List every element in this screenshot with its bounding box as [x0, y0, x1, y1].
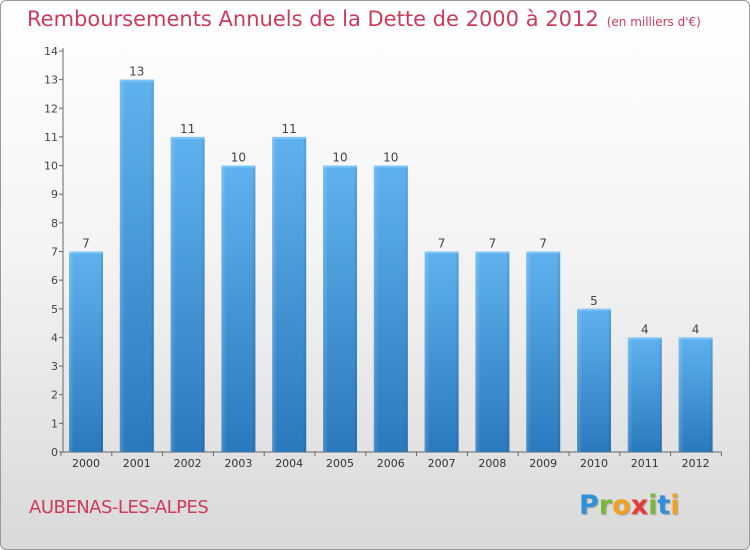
commune-name: AUBENAS-LES-ALPES: [29, 497, 209, 518]
bar-value-label: 7: [82, 237, 90, 251]
bar-cap-2012: [678, 337, 713, 340]
y-tick-label: 11: [44, 131, 58, 144]
x-tick-label: 2009: [529, 457, 557, 470]
bar-cap-2008: [475, 251, 510, 254]
bar-cap-2010: [577, 308, 611, 311]
bar-value-label: 7: [539, 237, 547, 251]
bar-shade-2000: [69, 251, 103, 452]
bar-shade-2010: [577, 308, 611, 452]
x-tick-label: 2010: [580, 457, 608, 470]
bar-value-label: 4: [641, 322, 649, 336]
bar-value-label: 10: [332, 151, 347, 165]
x-tick-label: 2004: [275, 457, 303, 470]
bar-cap-2011: [627, 337, 662, 340]
bar-cap-2009: [526, 251, 561, 254]
x-tick-label: 2000: [72, 457, 100, 470]
y-tick-label: 13: [44, 74, 58, 87]
bar-value-label: 11: [180, 122, 195, 136]
bar-value-label: 5: [590, 294, 598, 308]
bar-shade-2006: [373, 165, 408, 453]
bar-shade-2008: [475, 251, 510, 452]
x-tick-label: 2012: [682, 457, 710, 470]
bar-shade-2009: [526, 251, 561, 452]
bar-cap-2004: [272, 136, 307, 139]
y-tick-label: 14: [44, 45, 58, 58]
bar-shade-2007: [424, 251, 459, 452]
x-tick-label: 2007: [428, 457, 456, 470]
bar-value-label: 7: [489, 237, 497, 251]
chart-unit: (en milliers d'€): [606, 15, 701, 29]
bar-cap-2000: [69, 251, 103, 254]
y-tick-label: 1: [51, 417, 58, 430]
bar-value-label: 13: [129, 65, 144, 79]
y-tick-label: 4: [51, 331, 58, 344]
y-tick-label: 10: [44, 160, 58, 173]
x-tick-label: 2003: [224, 457, 252, 470]
chart-title-text: Remboursements Annuels de la Dette de 20…: [27, 7, 599, 31]
y-tick-label: 2: [51, 389, 58, 402]
bar-shade-2012: [678, 337, 713, 452]
x-tick-label: 2005: [326, 457, 354, 470]
y-tick-label: 8: [51, 217, 58, 230]
x-tick-label: 2011: [631, 457, 659, 470]
bar-value-label: 11: [282, 122, 297, 136]
bar-cap-2006: [373, 165, 408, 168]
x-tick-label: 2006: [377, 457, 405, 470]
y-tick-label: 6: [51, 274, 58, 287]
chart-title: Remboursements Annuels de la Dette de 20…: [27, 7, 701, 31]
bar-value-label: 7: [438, 237, 446, 251]
x-tick-label: 2002: [174, 457, 202, 470]
y-tick-label: 7: [51, 246, 58, 259]
y-tick-label: 12: [44, 102, 58, 115]
y-tick-label: 3: [51, 360, 58, 373]
bar-cap-2005: [323, 165, 357, 168]
bar-shade-2011: [627, 337, 662, 452]
bar-cap-2001: [119, 79, 154, 82]
y-tick-label: 5: [51, 303, 58, 316]
bar-shade-2002: [170, 136, 205, 452]
y-tick-label: 9: [51, 188, 58, 201]
bar-cap-2003: [221, 165, 256, 168]
y-tick-label: 0: [51, 446, 58, 459]
x-tick-label: 2001: [123, 457, 151, 470]
bar-shade-2004: [272, 136, 307, 452]
proxiti-logo: Proxiti: [579, 490, 680, 521]
bar-value-label: 4: [692, 322, 700, 336]
bar-shade-2001: [119, 79, 154, 453]
x-axis: 2000 2001 2002 2003 2004 2005 2006 2007 2008 2009…: [60, 451, 722, 470]
bar-cap-2007: [424, 251, 459, 254]
bar-value-label: 10: [231, 151, 246, 165]
x-tick-label: 2008: [478, 457, 506, 470]
bar-cap-2002: [170, 136, 205, 139]
bar-shade-2005: [323, 165, 357, 453]
bars: 7 13 11 10 11 10 10 7 7 7 5 4 4: [69, 65, 713, 453]
bar-value-label: 10: [383, 151, 398, 165]
bar-shade-2003: [221, 165, 256, 453]
